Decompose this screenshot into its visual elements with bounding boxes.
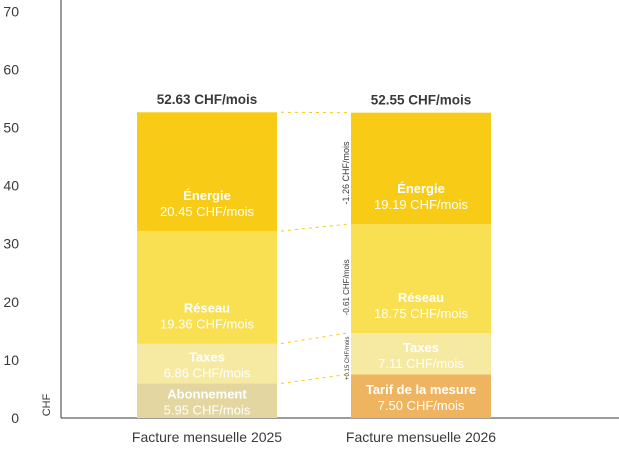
bar-2-reseau-segment <box>351 224 491 334</box>
bar-2-tarif-de-la-mesure-segment <box>351 374 491 418</box>
bar-2-tarif-de-la-mesure-name: Tarif de la mesure <box>366 382 476 397</box>
y-tick-label: 30 <box>3 236 19 252</box>
bar-1-abonnement-value: 5.95 CHF/mois <box>164 403 251 418</box>
bar-1-abonnement-segment <box>137 383 277 418</box>
y-tick-label: 40 <box>3 178 19 194</box>
bar-1-energie-name: Énergie <box>183 188 231 203</box>
category-label: Facture mensuelle 2026 <box>346 429 496 445</box>
bar-1-taxes-value: 6.86 CHF/mois <box>164 366 251 381</box>
bar-2-taxes-value: 7.11 CHF/mois <box>378 356 464 371</box>
y-tick-label: 70 <box>3 3 19 19</box>
connector-line <box>280 332 348 345</box>
bar-1-total: 52.63 CHF/mois <box>157 92 258 107</box>
y-tick-label: 10 <box>3 352 19 368</box>
connectors <box>280 111 348 384</box>
axes: 01020304050607080CHF <box>3 0 619 426</box>
y-tick-label: 50 <box>3 120 19 136</box>
bars <box>137 112 491 418</box>
bar-2-reseau-name: Réseau <box>398 290 444 305</box>
bar-2-energie-name: Énergie <box>397 181 445 196</box>
bar-2-total: 52.55 CHF/mois <box>371 93 472 108</box>
bar-1-reseau-segment <box>137 231 277 344</box>
bar-2-reseau-value: 18.75 CHF/mois <box>374 306 468 321</box>
connector-line <box>280 223 348 232</box>
bar-1-abonnement-name: Abonnement <box>167 387 247 402</box>
bar-1-reseau-name: Réseau <box>184 301 230 316</box>
y-axis-label: CHF <box>41 393 53 416</box>
delta-label: -1.26 CHF/mois <box>341 141 351 205</box>
delta-label: +0.15 CHF/mois <box>345 337 351 381</box>
y-tick-label: 0 <box>11 410 19 426</box>
bar-2-tarif-de-la-mesure-value: 7.50 CHF/mois <box>378 398 465 413</box>
bar-1-reseau-value: 19.36 CHF/mois <box>160 317 254 332</box>
delta-label: -0.61 CHF/mois <box>342 259 351 315</box>
bar-2-taxes-name: Taxes <box>403 340 439 355</box>
bar-2-taxes-segment <box>351 333 491 375</box>
bar-2-energie-value: 19.19 CHF/mois <box>374 197 468 212</box>
bar-1-taxes-segment <box>137 343 277 384</box>
bar-2-energie-segment <box>351 112 491 225</box>
bar-1-energie-segment <box>137 112 277 232</box>
connector-line <box>280 373 348 384</box>
bar-1-energie-value: 20.45 CHF/mois <box>160 204 254 219</box>
y-tick-label: 20 <box>3 294 19 310</box>
y-tick-label: 60 <box>3 61 19 77</box>
category-label: Facture mensuelle 2025 <box>132 429 282 445</box>
bar-1-taxes-name: Taxes <box>189 350 225 365</box>
